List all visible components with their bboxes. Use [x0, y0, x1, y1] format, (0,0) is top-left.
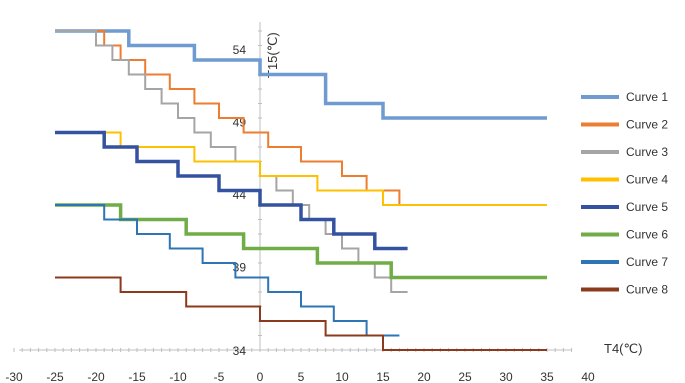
series-line-6 [55, 203, 547, 280]
legend-label: Curve 1 [626, 90, 668, 104]
x-tick-labels: -30 -25 -20 -15 -10 -5 0 5 10 15 20 25 30 35 40 [5, 370, 595, 383]
y-axis-title: T15(℃) [265, 32, 280, 78]
legend-label: Curve 4 [626, 173, 668, 187]
x-axis-title: T4(℃) [604, 341, 642, 356]
x-tick-label: -25 [46, 370, 64, 383]
series-layer [55, 29, 547, 351]
x-tick-label: 10 [335, 370, 349, 383]
y-tick-label: 54 [233, 43, 247, 57]
x-tick-label: 30 [499, 370, 513, 383]
y-tick-label: 34 [233, 344, 247, 358]
series-line-1 [55, 29, 547, 120]
x-tick-label: 40 [581, 370, 595, 383]
series-line-4 [55, 131, 547, 206]
x-tick-label: -30 [5, 370, 23, 383]
series-line-8 [55, 276, 547, 351]
x-tick-label: 0 [257, 370, 264, 383]
x-tick-label: 25 [458, 370, 472, 383]
x-tick-label: -15 [128, 370, 146, 383]
legend-label: Curve 8 [626, 283, 668, 297]
x-tick-label: -20 [87, 370, 105, 383]
legend-label: Curve 2 [626, 118, 668, 132]
x-minor-ticks [13, 348, 573, 352]
legend: Curve 1 Curve 2 Curve 3 Curve 4 Curve 5 Curve… [581, 90, 668, 297]
x-tick-label: 20 [417, 370, 431, 383]
legend-label: Curve 7 [626, 255, 668, 269]
x-tick-label: -10 [169, 370, 187, 383]
x-tick-label: -5 [214, 370, 225, 383]
legend-label: Curve 3 [626, 145, 668, 159]
legend-label: Curve 6 [626, 228, 668, 242]
series-line-5 [55, 130, 408, 251]
x-tick-label: 15 [376, 370, 390, 383]
x-tick-label: 5 [298, 370, 305, 383]
legend-label: Curve 5 [626, 200, 668, 214]
series-line-7 [55, 204, 400, 337]
x-tick-label: 35 [540, 370, 554, 383]
